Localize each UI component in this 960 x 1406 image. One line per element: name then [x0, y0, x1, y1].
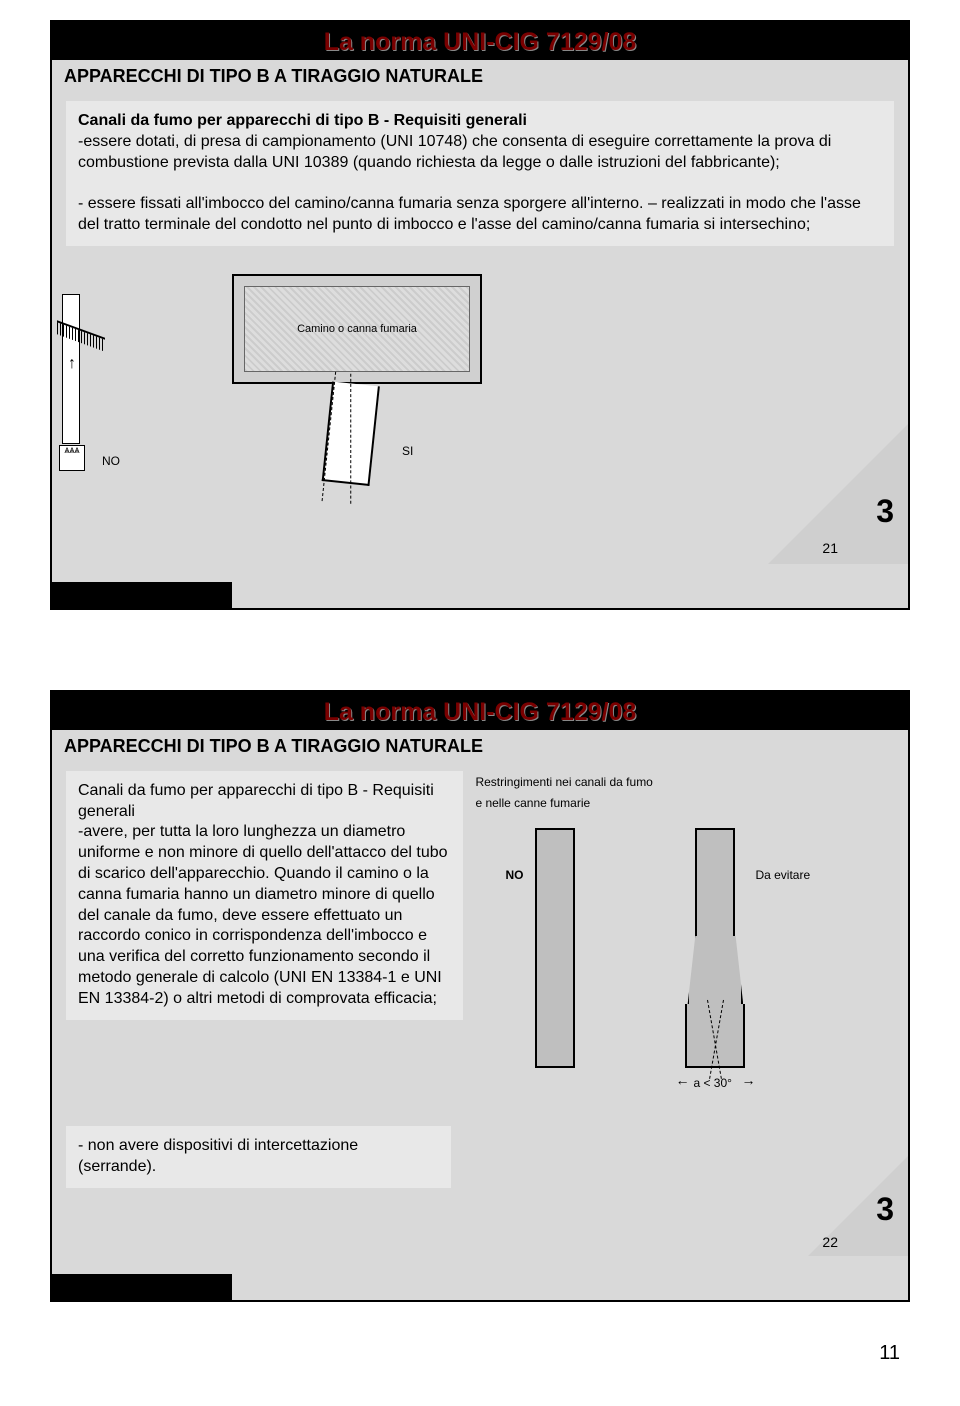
no-label: NO [102, 454, 120, 468]
slide-footer [52, 564, 908, 608]
arrow-icon: → [741, 1072, 755, 1088]
angle-label: a < 30° [693, 1076, 732, 1090]
content-heading: Canali da fumo per apparecchi di tipo B … [78, 111, 882, 132]
slide-subtitle: APPARECCHI DI TIPO B A TIRAGGIO NATURALE [52, 60, 908, 93]
angle-lines [675, 1004, 755, 1080]
footer-bar [52, 582, 232, 608]
diagram-title-line2: e nelle canne fumarie [475, 796, 888, 812]
page-number: 11 [50, 1342, 910, 1365]
arrow-icon: ← [675, 1072, 689, 1088]
diagram-title-line1: Restringimenti nei canali da fumo [475, 775, 888, 791]
content-heading: Canali da fumo per apparecchi di tipo B … [78, 781, 451, 823]
heater-icon: ѧѧѧ [59, 445, 85, 471]
arrow-icon: ↑ [68, 355, 76, 373]
angled-duct [322, 381, 380, 485]
content-box: Canali da fumo per apparecchi di tipo B … [66, 771, 463, 1020]
slide-subtitle: APPARECCHI DI TIPO B A TIRAGGIO NATURALE [52, 730, 908, 763]
no-label: NO [505, 868, 523, 882]
slide-number: 21 [822, 540, 838, 556]
si-label: SI [402, 444, 413, 458]
diagram-area: Restringimenti nei canali da fumo e nell… [463, 771, 894, 1118]
slide-footer [52, 1256, 908, 1300]
pipe-uniform [535, 828, 575, 1068]
diagram-left-pipe: ↑ ѧѧѧ [62, 294, 80, 444]
slide-title: La norma UNI-CIG 7129/08 [52, 28, 908, 57]
pipe-top [695, 828, 735, 938]
paragraph: - non avere dispositivi di intercettazio… [78, 1136, 439, 1178]
paragraph: - essere fissati all'imbocco del camino/… [78, 194, 882, 236]
paragraph: -essere dotati, di presa di campionament… [78, 132, 882, 174]
slide-2: La norma UNI-CIG 7129/08 APPARECCHI DI T… [50, 690, 910, 1302]
slide-title: La norma UNI-CIG 7129/08 [52, 698, 908, 727]
section-number: 3 [876, 493, 894, 530]
slide-number: 22 [822, 1234, 838, 1250]
footer-bar [52, 1274, 232, 1300]
slide-1: La norma UNI-CIG 7129/08 APPARECCHI DI T… [50, 20, 910, 610]
diagram-main: Camino o canna fumaria [232, 274, 482, 384]
content-box: Canali da fumo per apparecchi di tipo B … [66, 101, 894, 246]
pipe-cone [687, 936, 743, 1006]
diagram-area: ↑ ѧѧѧ NO Camino o canna fumaria SI 3 21 [52, 254, 908, 564]
avoid-label: Da evitare [755, 868, 810, 882]
chimney-box-label: Camino o canna fumaria [244, 286, 470, 372]
paragraph: -avere, per tutta la loro lunghezza un d… [78, 822, 451, 1009]
content-box: - non avere dispositivi di intercettazio… [66, 1126, 451, 1188]
section-number: 3 [876, 1191, 894, 1228]
